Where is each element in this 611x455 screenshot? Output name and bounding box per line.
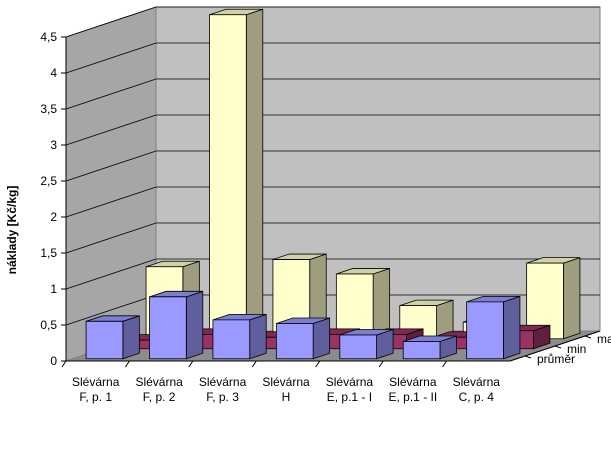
x-tick-label: Slévárna E, p.1 - II xyxy=(389,375,438,404)
x-tick xyxy=(61,360,67,368)
gridline xyxy=(65,114,600,146)
depth-tick xyxy=(554,345,562,349)
x-tick-label: Slévárna C, p. 4 xyxy=(453,375,501,404)
y-tick-label: 2,5 xyxy=(40,174,57,188)
bar-front xyxy=(212,319,251,360)
gridline xyxy=(65,6,600,38)
x-tick xyxy=(251,360,257,368)
y-tick-label: 0 xyxy=(50,354,57,368)
gridline xyxy=(65,150,600,182)
gridline xyxy=(65,78,600,110)
y-tick-label: 1 xyxy=(50,282,57,296)
bar xyxy=(466,295,521,360)
x-tick-label: Slévárna F, p. 3 xyxy=(199,375,247,404)
y-tick-label: 2 xyxy=(50,210,57,224)
gridline xyxy=(65,42,600,74)
bar xyxy=(212,313,267,360)
bar xyxy=(339,328,394,360)
bars xyxy=(85,8,581,360)
bar-side xyxy=(245,8,264,340)
x-tick-label: Slévárna H xyxy=(262,375,310,404)
bar-front xyxy=(339,334,377,360)
y-tick-label: 3 xyxy=(50,138,57,152)
bar-side xyxy=(249,313,267,360)
bar-front xyxy=(209,14,247,340)
depth-tick xyxy=(524,355,532,359)
bar-side xyxy=(312,317,331,360)
y-tick-label: 0,5 xyxy=(40,318,57,332)
bar-front xyxy=(526,262,564,340)
x-tick xyxy=(188,360,194,368)
gridline xyxy=(65,222,600,254)
bar-side xyxy=(503,295,521,360)
depth-tick-label: průměr xyxy=(537,352,575,366)
bar xyxy=(149,290,204,360)
bar-side xyxy=(372,267,391,340)
x-tick-label: Slévárna F, p. 1 xyxy=(72,375,120,404)
x-tick xyxy=(125,360,130,368)
x-tick-label: Slévárna F, p. 2 xyxy=(135,375,183,404)
depth-tick-label: max xyxy=(597,332,611,346)
bar-front xyxy=(466,301,504,360)
bar xyxy=(399,299,454,340)
bar-side xyxy=(185,290,204,360)
bar-side xyxy=(122,315,140,360)
bar-side xyxy=(563,257,581,340)
bar xyxy=(85,315,140,360)
y-tick-label: 4 xyxy=(50,66,57,80)
bar-front xyxy=(149,296,187,360)
depth-tick xyxy=(584,335,592,339)
depth-tick-label: min xyxy=(567,342,586,356)
y-axis: 0 0,5 1 1,5 2 2,5 3 3,5 4 4,5 xyxy=(40,30,510,368)
bar-front xyxy=(275,323,314,360)
y-tick-label: 1,5 xyxy=(40,246,57,260)
y-tick-label: 4,5 xyxy=(40,30,57,44)
bar xyxy=(335,267,391,340)
y-tick-label: 3,5 xyxy=(40,102,57,116)
x-axis-labels: Slévárna F, p. 1 Slévárna F, p. 2 Slévárna F,… xyxy=(61,360,501,404)
bar xyxy=(209,8,264,340)
bar xyxy=(526,257,581,340)
bar xyxy=(402,335,457,360)
bar-front xyxy=(85,320,124,360)
bar xyxy=(275,317,331,360)
gridline xyxy=(65,258,600,290)
bar-front xyxy=(402,341,441,360)
side-wall xyxy=(65,6,157,362)
x-tick xyxy=(442,360,447,368)
x-tick xyxy=(315,360,321,368)
x-tick-label: Slévárna E, p.1 - I xyxy=(326,375,374,404)
gridlines xyxy=(65,6,600,326)
y-axis-label: náklady [Kč/kg] xyxy=(5,186,19,275)
x-tick xyxy=(378,360,384,368)
series-axis-labels: průměrminmax xyxy=(509,330,611,366)
gridline xyxy=(65,186,600,218)
